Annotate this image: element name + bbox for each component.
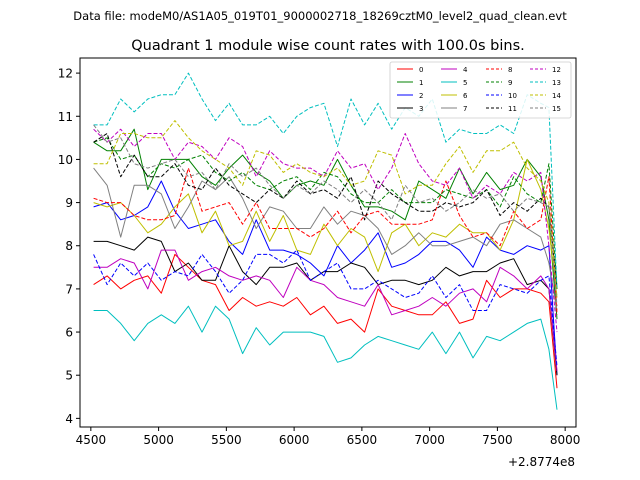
y-tick-label: 9 (65, 196, 73, 210)
legend-label-11: 11 (508, 105, 517, 113)
x-axis: 4500 5000 5500 6000 6500 7000 7500 8000 (76, 427, 581, 447)
x-tick-label: 7500 (482, 433, 513, 447)
series-line-13 (93, 72, 558, 289)
series-line-12 (93, 128, 558, 333)
y-tick-label: 6 (65, 326, 73, 340)
legend-label-6: 6 (463, 92, 468, 100)
y-tick-label: 7 (65, 282, 73, 296)
x-tick-label: 5000 (143, 433, 174, 447)
y-tick-label: 12 (58, 67, 73, 81)
legend-label-4: 4 (463, 66, 468, 74)
series-line-2 (93, 180, 558, 376)
legend-label-14: 14 (552, 92, 561, 100)
legend-label-0: 0 (419, 66, 423, 74)
x-tick-label: 8000 (550, 433, 581, 447)
suptitle: Data file: modeM0/AS1A05_019T01_90000027… (73, 9, 567, 23)
series-line-6 (93, 158, 558, 298)
x-tick-label: 7000 (414, 433, 445, 447)
legend-label-3: 3 (419, 105, 423, 113)
chart-title: Quadrant 1 module wise count rates with … (131, 38, 525, 54)
series-line-8 (93, 167, 558, 315)
y-tick-label: 8 (65, 239, 73, 253)
y-tick-label: 10 (58, 153, 73, 167)
axes-frame (79, 57, 577, 428)
series-line-0 (93, 253, 558, 389)
y-tick-label: 5 (65, 369, 73, 383)
x-tick-label: 5500 (211, 433, 242, 447)
y-axis: 4 5 6 7 8 9 10 11 12 (58, 67, 80, 426)
legend-label-9: 9 (508, 79, 512, 87)
series-line-5 (93, 305, 558, 410)
series-line-11 (93, 133, 558, 289)
x-tick-label: 4500 (76, 433, 107, 447)
series-line-15 (93, 124, 558, 307)
legend-box (389, 61, 572, 119)
legend-label-5: 5 (463, 79, 467, 87)
series-line-4 (93, 249, 558, 371)
legend-label-15: 15 (552, 105, 561, 113)
legend-label-10: 10 (508, 92, 517, 100)
series-line-9 (93, 137, 558, 289)
legend-label-1: 1 (419, 79, 423, 87)
x-tick-label: 6000 (279, 433, 310, 447)
legend-label-7: 7 (463, 105, 467, 113)
series-line-14 (93, 120, 558, 298)
series-line-3 (93, 236, 558, 376)
x-tick-label: 6500 (347, 433, 378, 447)
series-layer (93, 72, 558, 410)
x-offset-label: +2.8774e8 (508, 455, 575, 469)
legend-label-8: 8 (508, 66, 512, 74)
legend-label-2: 2 (419, 92, 423, 100)
series-line-10 (93, 249, 558, 367)
y-tick-label: 4 (65, 412, 73, 426)
series-line-7 (93, 167, 558, 311)
plot-area: 4500 5000 5500 6000 6500 7000 7500 8000 4 5 6 7 8 9 1… (58, 57, 581, 469)
legend-label-13: 13 (552, 79, 561, 87)
legend-label-12: 12 (552, 66, 561, 74)
y-tick-label: 11 (58, 110, 73, 124)
